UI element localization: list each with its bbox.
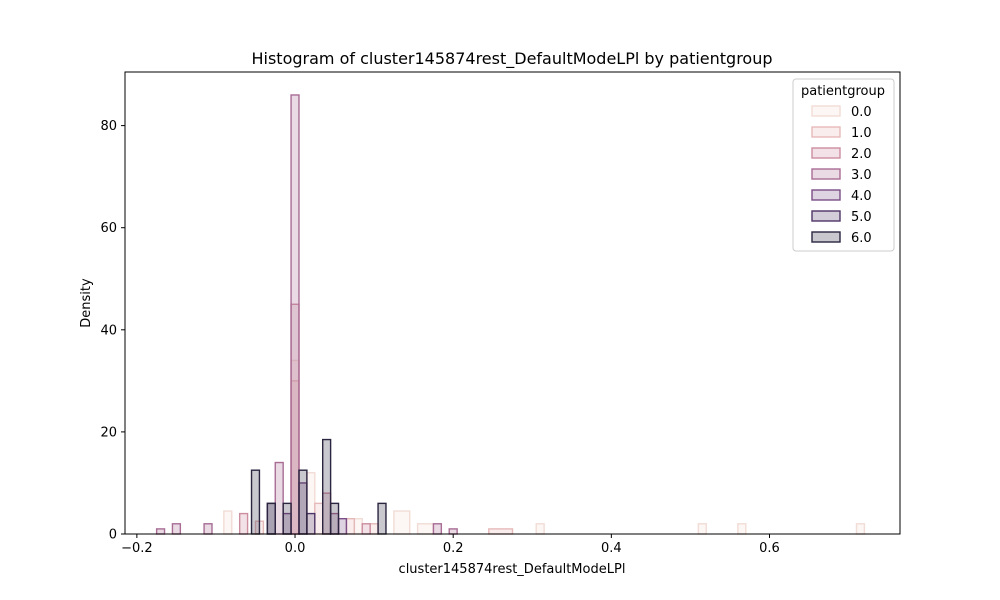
legend-label-0.0: 0.0 <box>851 105 872 120</box>
histogram-bar-group-0.0-3 <box>353 517 363 535</box>
y-axis-label: Density <box>79 278 94 328</box>
histogram-bar-group-0.0-9 <box>855 523 866 535</box>
chart-title: Histogram of cluster145874rest_DefaultMo… <box>251 49 772 69</box>
histogram-bar-group-0.0-4 <box>393 510 411 535</box>
legend-swatch-0.0 <box>811 105 841 117</box>
histogram-bar-group-2.0-0 <box>238 512 249 535</box>
histogram-bar-group-3.0-7 <box>448 528 458 535</box>
histogram-bar-group-6.0-1 <box>266 502 276 535</box>
legend-label-6.0: 6.0 <box>851 231 872 246</box>
histogram-bar-group-6.0-3 <box>298 469 308 535</box>
legend-label-2.0: 2.0 <box>851 147 872 162</box>
legend-box <box>792 78 895 252</box>
histogram-bar-group-6.0-6 <box>377 502 387 535</box>
x-tick-label: 0.0 <box>285 541 306 556</box>
x-tick-label: 0.6 <box>759 541 780 556</box>
legend-swatch-5.0 <box>811 210 841 222</box>
x-tick-label: −0.2 <box>121 541 153 556</box>
x-axis-label: cluster145874rest_DefaultModeLPl <box>399 562 626 577</box>
histogram-bar-group-3.0-3 <box>274 461 284 535</box>
histogram-bar-group-2.0-3 <box>361 523 371 535</box>
histogram-bar-group-6.0-2 <box>282 502 292 535</box>
legend-swatch-3.0 <box>811 168 841 180</box>
legend-title: patientgroup <box>801 84 885 99</box>
histogram-bar-group-0.0-7 <box>697 523 707 535</box>
histogram-bar-group-3.0-4 <box>290 94 300 535</box>
legend-label-3.0: 3.0 <box>851 168 872 183</box>
legend-label-1.0: 1.0 <box>851 126 872 141</box>
histogram-bar-group-0.0-6 <box>535 523 545 535</box>
y-tick-label: 40 <box>100 323 117 338</box>
x-tick-label: 0.4 <box>601 541 622 556</box>
histogram-bar-group-1.0-2 <box>314 502 324 535</box>
histogram-bar-group-6.0-5 <box>329 502 340 535</box>
histogram-bar-group-6.0-0 <box>250 469 261 535</box>
plot-frame <box>124 71 901 535</box>
histogram-bar-group-5.0-1 <box>306 512 316 535</box>
histogram-bar-group-1.0-5 <box>488 528 514 535</box>
legend-label-5.0: 5.0 <box>851 210 872 225</box>
histogram-bar-group-1.0-3 <box>345 517 356 535</box>
y-tick-label: 0 <box>109 528 117 543</box>
y-tick-label: 80 <box>100 119 117 134</box>
histogram-bar-group-0.0-8 <box>737 523 747 535</box>
histogram-bar-group-3.0-6 <box>432 523 443 535</box>
histogram-bar-group-3.0-1 <box>171 523 182 535</box>
legend-swatch-2.0 <box>811 147 841 159</box>
x-tick-label: 0.2 <box>443 541 464 556</box>
histogram-bar-group-3.0-2 <box>203 523 213 535</box>
y-axis: 0 20 40 60 80 <box>100 119 125 543</box>
histogram-bar-group-0.0-5 <box>416 523 435 535</box>
legend-swatch-4.0 <box>811 189 841 201</box>
y-tick-label: 60 <box>100 221 117 236</box>
histogram-bar-group-6.0-4 <box>322 438 332 535</box>
y-tick-label: 20 <box>100 425 117 440</box>
legend-label-4.0: 4.0 <box>851 189 872 204</box>
legend: patientgroup 0.0 1.0 2.0 3.0 4.0 5.0 6.0 <box>792 78 895 252</box>
legend-swatch-1.0 <box>811 126 841 138</box>
histogram-bar-group-4.0-2 <box>337 517 348 535</box>
plot-area <box>155 94 866 535</box>
x-axis: −0.2 0.0 0.2 0.4 0.6 <box>121 534 780 556</box>
histogram-bar-group-1.0-4 <box>369 523 379 535</box>
histogram-bar-group-3.0-0 <box>155 528 166 535</box>
legend-swatch-6.0 <box>811 231 841 243</box>
histogram-bar-group-0.0-0 <box>223 510 233 535</box>
